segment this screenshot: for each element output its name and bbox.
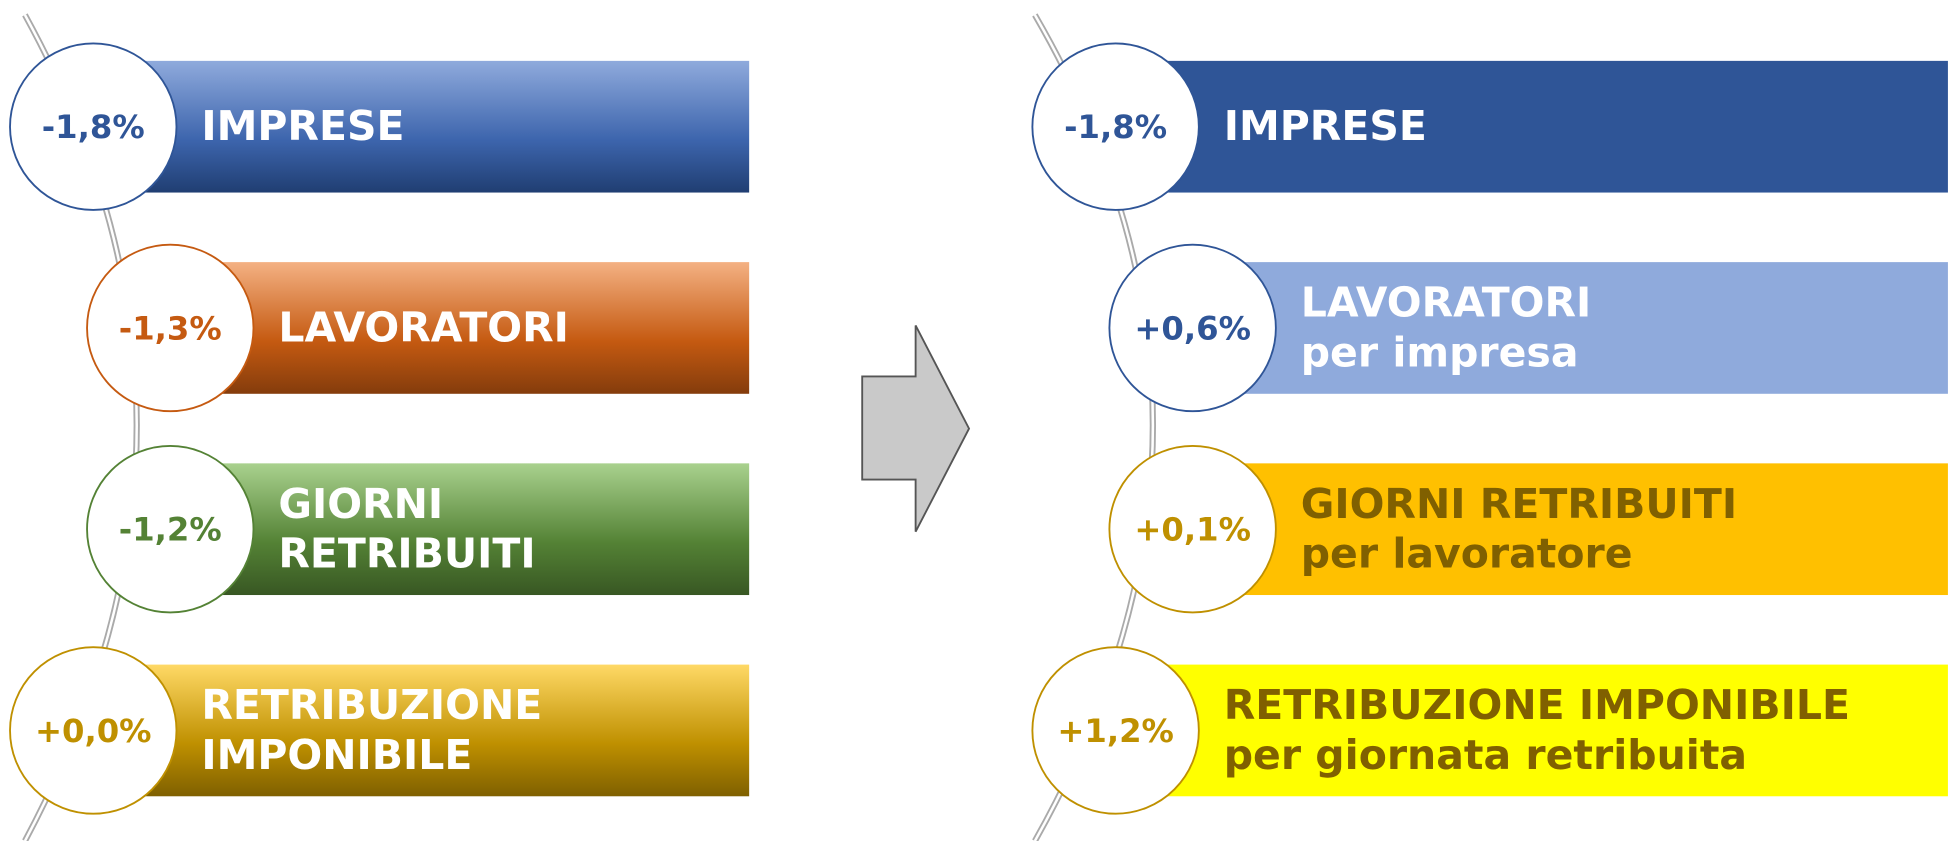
label: RETRIBUZIONE IMPONIBILE	[1224, 681, 1850, 729]
label: IMPRESE	[201, 102, 404, 150]
label: per impresa	[1301, 328, 1579, 376]
label: GIORNI	[278, 480, 443, 528]
bar	[1159, 60, 1948, 193]
label: LAVORATORI	[278, 303, 569, 351]
value: +0,6%	[1134, 309, 1251, 347]
label: GIORNI RETRIBUITI	[1301, 480, 1737, 528]
value: +1,2%	[1057, 712, 1174, 750]
value-circle	[1031, 42, 1200, 211]
bar	[1236, 262, 1948, 394]
value-circle	[1108, 445, 1277, 614]
value-circle	[1108, 243, 1277, 413]
value-circle	[9, 646, 178, 815]
value-circle	[1031, 646, 1200, 815]
label: per giornata retribuita	[1224, 731, 1747, 779]
label: LAVORATORI	[1301, 279, 1592, 327]
bar	[136, 60, 750, 193]
value-circle	[9, 42, 178, 211]
value: +0,0%	[35, 712, 152, 750]
value: +0,1%	[1134, 511, 1251, 549]
value-circle	[86, 445, 255, 614]
bar	[136, 664, 750, 797]
label: IMPRESE	[1224, 102, 1427, 150]
label: RETRIBUITI	[278, 530, 535, 578]
arrow	[861, 325, 971, 533]
bar	[1236, 463, 1948, 596]
value: -1,2%	[119, 511, 222, 549]
label: IMPONIBILE	[201, 731, 472, 779]
bar	[1159, 664, 1948, 797]
value: -1,8%	[42, 108, 145, 146]
bar	[213, 262, 750, 394]
label: RETRIBUZIONE	[201, 681, 542, 729]
value: -1,3%	[119, 309, 222, 347]
bar	[213, 463, 750, 596]
value-circle	[86, 243, 255, 413]
label: per lavoratore	[1301, 530, 1633, 578]
value: -1,8%	[1064, 108, 1167, 146]
